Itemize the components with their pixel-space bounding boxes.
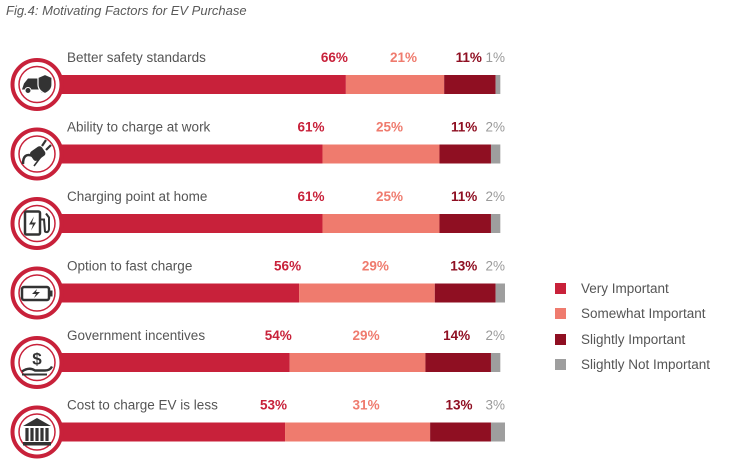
bank-icon — [23, 418, 51, 446]
bar-row: Charging point at home 61% 25% 11% 2% — [10, 189, 505, 250]
data-label: 31% — [353, 398, 380, 413]
charging-station-icon — [23, 210, 50, 236]
data-label: 56% — [274, 259, 301, 274]
category-label: Ability to charge at work — [67, 120, 211, 135]
legend-label: Very Important — [581, 280, 669, 296]
category-label: Option to fast charge — [67, 259, 192, 274]
legend-swatch — [555, 282, 566, 294]
data-label: 61% — [297, 120, 324, 135]
bar-segment — [490, 422, 505, 442]
bar-row: Ability to charge at work 61% 25% 11% 2% — [10, 120, 505, 181]
car-shield-icon — [22, 73, 53, 95]
data-label: 11% — [451, 120, 477, 135]
bar-row: Government incentives 54% 29% 14% 2% $ — [10, 328, 505, 389]
data-label: 11% — [456, 50, 482, 65]
data-label: 2% — [485, 259, 505, 274]
data-label: 25% — [376, 189, 403, 204]
category-label: Charging point at home — [67, 189, 207, 204]
bar-segment — [37, 214, 323, 233]
bar-segment — [289, 353, 426, 372]
battery-icon — [20, 285, 53, 302]
bar-segment — [345, 75, 445, 94]
data-label: 2% — [485, 189, 505, 204]
bar-segment — [285, 422, 431, 442]
category-label: Better safety standards — [67, 50, 206, 65]
data-label: 54% — [265, 328, 292, 343]
data-label: 11% — [451, 189, 477, 204]
data-label: 29% — [362, 259, 389, 274]
bar-row: Option to fast charge 56% 29% 13% 2% — [10, 259, 505, 320]
data-label: 1% — [485, 50, 505, 65]
svg-text:$: $ — [32, 350, 42, 369]
legend-swatch — [555, 307, 566, 319]
ev-plug-icon — [21, 139, 52, 167]
data-label: 13% — [450, 259, 477, 274]
bar-segment — [37, 144, 323, 164]
bar-segment — [439, 214, 491, 233]
data-label: 61% — [297, 189, 324, 204]
legend-label: Slightly Not Important — [581, 356, 711, 372]
bar-segment — [37, 283, 300, 303]
bar-segment — [322, 144, 440, 164]
data-label: 2% — [485, 120, 505, 135]
bar-segment — [444, 75, 496, 94]
legend-item: Somewhat Important — [555, 304, 706, 322]
data-label: 13% — [446, 398, 473, 413]
data-label: 3% — [485, 398, 505, 413]
bar-segment — [37, 353, 290, 372]
data-label: 53% — [260, 398, 287, 413]
data-label: 14% — [443, 328, 470, 343]
data-label: 66% — [321, 50, 348, 65]
bar-segment — [490, 214, 501, 233]
category-label: Government incentives — [67, 328, 205, 343]
legend-swatch — [555, 333, 566, 345]
legend-label: Somewhat Important — [581, 305, 706, 321]
bar-segment — [434, 283, 496, 303]
chart-title: Fig.4: Motivating Factors for EV Purchas… — [6, 3, 247, 18]
bar-segment — [495, 75, 501, 94]
data-label: 2% — [485, 328, 505, 343]
bar-segment — [430, 422, 491, 442]
category-label: Cost to charge EV is less — [67, 398, 218, 413]
data-label: 29% — [353, 328, 380, 343]
bar-segment — [495, 283, 505, 303]
data-label: 21% — [390, 50, 417, 65]
legend-swatch — [555, 358, 566, 370]
bar-segment — [490, 353, 501, 372]
bar-segment — [37, 75, 346, 94]
legend-item: Very Important — [555, 279, 669, 297]
bar-segment — [37, 422, 286, 442]
bar-segment — [439, 144, 491, 164]
bar-segment — [299, 283, 435, 303]
legend-label: Slightly Important — [581, 331, 686, 347]
data-label: 25% — [376, 120, 403, 135]
legend-item: Slightly Not Important — [555, 355, 710, 373]
money-hand-icon: $ — [21, 350, 54, 376]
bar-segment — [425, 353, 491, 372]
bar-segment — [490, 144, 501, 164]
bar-row: Better safety standards 66% 21% 11% 1% — [10, 50, 505, 111]
legend-item: Slightly Important — [555, 330, 685, 348]
bar-row: Cost to charge EV is less 53% 31% 13% 3% — [10, 398, 505, 459]
bar-segment — [322, 214, 440, 233]
